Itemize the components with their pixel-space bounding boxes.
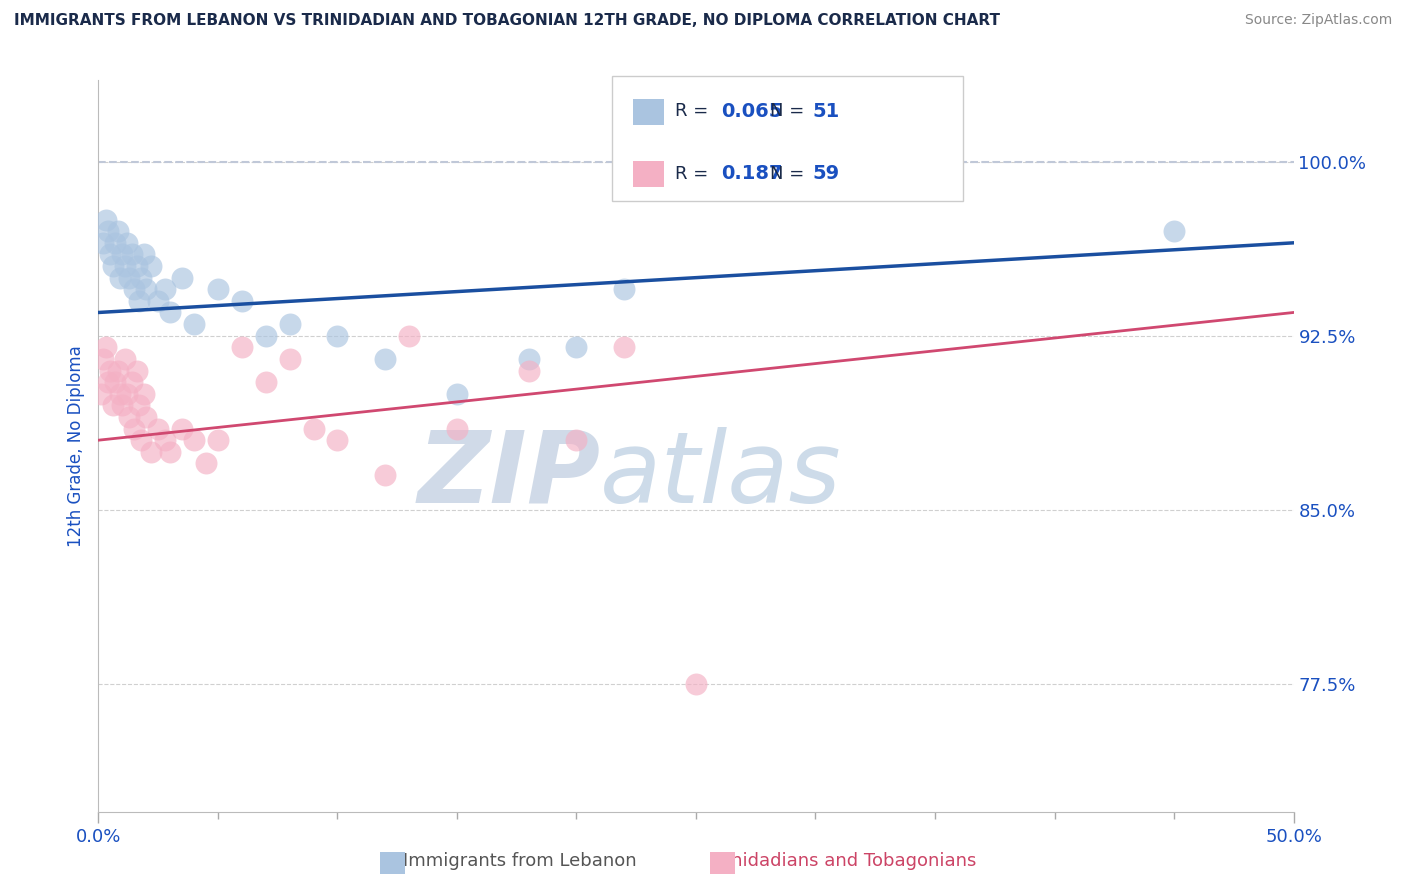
Point bbox=[254, 328, 277, 343]
Point bbox=[135, 282, 157, 296]
Point bbox=[107, 363, 129, 377]
Point bbox=[613, 340, 636, 354]
Point bbox=[254, 375, 277, 389]
Point bbox=[108, 386, 131, 401]
Point bbox=[132, 386, 155, 401]
Point bbox=[195, 457, 218, 471]
Text: R =: R = bbox=[675, 165, 714, 183]
Point bbox=[125, 363, 148, 377]
Point bbox=[374, 468, 396, 483]
Text: atlas: atlas bbox=[600, 426, 842, 524]
Point bbox=[125, 259, 148, 273]
Point bbox=[278, 351, 301, 366]
Text: N =: N = bbox=[770, 165, 810, 183]
Point bbox=[155, 282, 177, 296]
Point bbox=[121, 247, 143, 261]
Point bbox=[114, 259, 136, 273]
Point bbox=[1163, 224, 1185, 238]
Point bbox=[446, 386, 468, 401]
Point bbox=[97, 375, 120, 389]
Point bbox=[172, 421, 194, 435]
Point bbox=[124, 421, 146, 435]
Point bbox=[121, 375, 143, 389]
Point bbox=[565, 340, 588, 354]
Point bbox=[128, 398, 150, 412]
Point bbox=[115, 386, 138, 401]
Text: Trinidadians and Tobagonians: Trinidadians and Tobagonians bbox=[710, 852, 977, 870]
Point bbox=[132, 247, 155, 261]
Point bbox=[108, 270, 131, 285]
Point bbox=[98, 247, 122, 261]
Y-axis label: 12th Grade, No Diploma: 12th Grade, No Diploma bbox=[66, 345, 84, 547]
Text: Immigrants from Lebanon: Immigrants from Lebanon bbox=[404, 852, 637, 870]
Text: Source: ZipAtlas.com: Source: ZipAtlas.com bbox=[1244, 13, 1392, 28]
Point bbox=[517, 351, 540, 366]
Point bbox=[159, 305, 181, 319]
Point bbox=[91, 235, 114, 250]
Text: ZIP: ZIP bbox=[418, 426, 600, 524]
Text: IMMIGRANTS FROM LEBANON VS TRINIDADIAN AND TOBAGONIAN 12TH GRADE, NO DIPLOMA COR: IMMIGRANTS FROM LEBANON VS TRINIDADIAN A… bbox=[14, 13, 1000, 29]
Point bbox=[98, 363, 122, 377]
Point bbox=[326, 433, 349, 447]
Point bbox=[159, 445, 181, 459]
Point bbox=[207, 433, 229, 447]
Point bbox=[139, 445, 162, 459]
Point bbox=[183, 317, 205, 331]
Text: N =: N = bbox=[770, 103, 810, 120]
Point bbox=[97, 224, 120, 238]
Point bbox=[107, 224, 129, 238]
Point bbox=[398, 328, 420, 343]
Point bbox=[685, 677, 707, 691]
Point bbox=[115, 235, 138, 250]
Point bbox=[139, 259, 162, 273]
Text: 59: 59 bbox=[813, 164, 839, 184]
Point bbox=[94, 340, 117, 354]
Point bbox=[118, 270, 141, 285]
Point bbox=[118, 409, 141, 424]
Point bbox=[90, 386, 112, 401]
Point bbox=[131, 270, 153, 285]
Text: 0.065: 0.065 bbox=[721, 102, 783, 121]
Point bbox=[135, 409, 157, 424]
Point bbox=[131, 433, 153, 447]
Point bbox=[114, 351, 136, 366]
Point bbox=[148, 293, 170, 308]
Point bbox=[183, 433, 205, 447]
Point bbox=[278, 317, 301, 331]
Point bbox=[207, 282, 229, 296]
Point bbox=[128, 293, 150, 308]
Point bbox=[94, 212, 117, 227]
Point bbox=[231, 340, 253, 354]
Point bbox=[111, 398, 134, 412]
Point bbox=[155, 433, 177, 447]
Point bbox=[302, 421, 325, 435]
Point bbox=[231, 293, 253, 308]
Text: 0.187: 0.187 bbox=[721, 164, 783, 184]
Point bbox=[446, 421, 468, 435]
Point bbox=[104, 235, 127, 250]
Point bbox=[172, 270, 194, 285]
Point bbox=[111, 247, 134, 261]
Point bbox=[91, 351, 114, 366]
Point bbox=[326, 328, 349, 343]
Point bbox=[101, 259, 124, 273]
Point bbox=[565, 433, 588, 447]
Point bbox=[104, 375, 127, 389]
Text: R =: R = bbox=[675, 103, 714, 120]
Point bbox=[374, 351, 396, 366]
Point bbox=[124, 282, 146, 296]
Point bbox=[613, 282, 636, 296]
Point bbox=[517, 363, 540, 377]
Text: 51: 51 bbox=[813, 102, 839, 121]
Point bbox=[148, 421, 170, 435]
Point bbox=[101, 398, 124, 412]
